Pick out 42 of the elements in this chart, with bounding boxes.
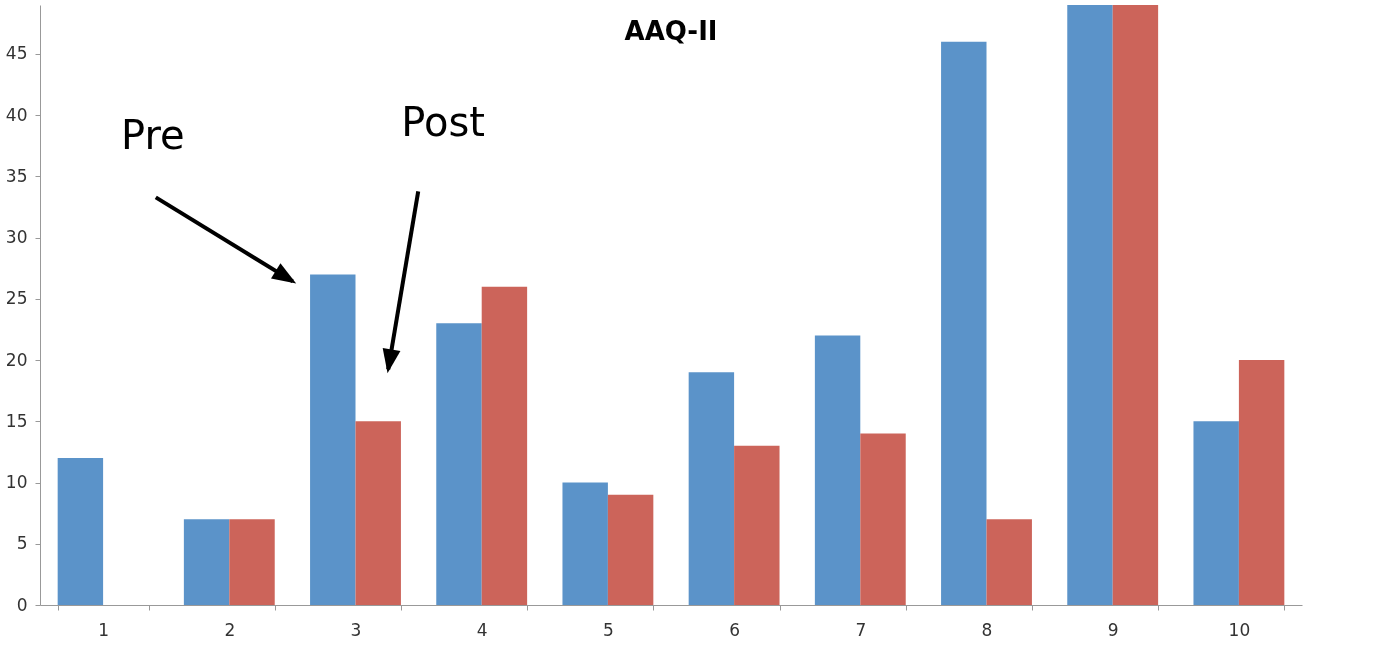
x-tick-label: 3	[350, 619, 362, 640]
chart-title: AAQ-II	[624, 16, 718, 46]
y-tick-label: 20	[5, 349, 28, 370]
x-tick-label: 9	[1107, 619, 1119, 640]
bar	[436, 323, 482, 605]
bar	[229, 519, 275, 605]
bar	[734, 445, 780, 605]
annotation: Pre	[120, 112, 185, 159]
y-tick-label: 0	[16, 594, 28, 615]
bar	[986, 519, 1032, 605]
y-tick-label: 30	[5, 227, 28, 248]
annotation: Post	[401, 99, 486, 146]
bar	[607, 494, 654, 605]
x-tick-label: 5	[602, 619, 614, 640]
bar	[814, 335, 861, 605]
bar	[941, 41, 987, 605]
y-tick-label: 15	[5, 410, 28, 431]
bar	[1067, 5, 1113, 605]
x-tick-label: 7	[855, 619, 867, 640]
y-tick-label: 45	[5, 43, 28, 64]
bar	[57, 458, 104, 605]
y-tick-label: 35	[5, 165, 28, 186]
bar	[310, 274, 356, 605]
bar	[183, 519, 230, 605]
y-tick-label: 10	[5, 472, 28, 493]
x-tick-label: 4	[476, 619, 488, 640]
bar	[1238, 360, 1285, 605]
x-tick-label: 10	[1228, 619, 1251, 640]
x-tick-label: 8	[981, 619, 993, 640]
bar	[860, 433, 906, 605]
x-tick-label: 1	[98, 619, 110, 640]
x-tick-label: 6	[729, 619, 741, 640]
y-tick-label: 40	[5, 104, 28, 125]
bar	[1112, 5, 1159, 605]
bar	[1193, 421, 1239, 605]
bar	[481, 286, 528, 605]
x-tick-label: 2	[224, 619, 236, 640]
bar	[562, 482, 608, 605]
y-tick-label: 5	[16, 533, 28, 554]
bar	[355, 421, 401, 605]
y-tick-label: 25	[5, 288, 28, 309]
bar	[688, 372, 735, 605]
